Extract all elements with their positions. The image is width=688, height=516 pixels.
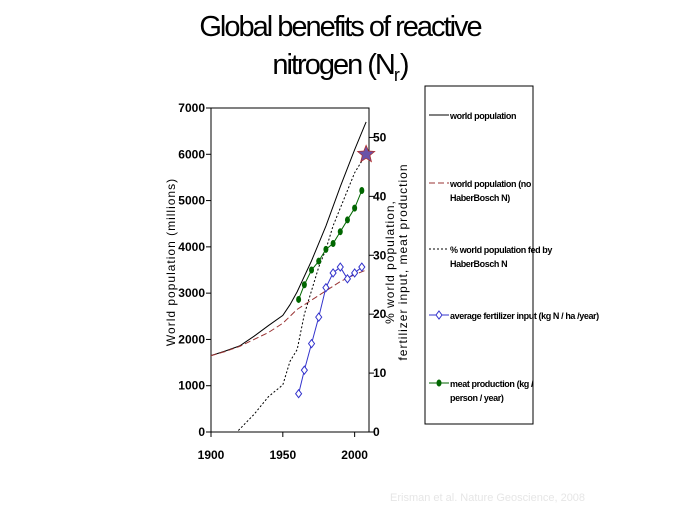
legend-label-line: % world population fed by — [450, 245, 552, 255]
meat-point — [337, 228, 343, 236]
series-line-3 — [298, 266, 363, 394]
legend-label-line: HaberBosch N — [450, 259, 507, 269]
legend-label-line: meat production (kg / — [450, 379, 534, 389]
fertilizer-point — [294, 388, 303, 399]
legend-label-line: person / year) — [450, 393, 504, 403]
left-tick-label: 3000 — [178, 286, 205, 300]
left-tick-label: 6000 — [178, 147, 205, 161]
meat-point — [330, 239, 336, 247]
meat-point — [352, 204, 358, 212]
left-tick-label: 0 — [198, 425, 205, 439]
credit-text: Erisman et al. Nature Geoscience, 2008 — [390, 492, 586, 504]
x-tick-label: 1950 — [269, 448, 296, 462]
left-tick-label: 5000 — [178, 194, 205, 208]
fertilizer-point — [322, 282, 330, 293]
meat-point — [296, 295, 302, 303]
legend-label-0: world population — [449, 111, 516, 121]
legend-label-2: % world population fed by HaberBosch N — [450, 245, 552, 269]
fertilizer-point — [329, 268, 337, 278]
legend-label-line: HaberBosch N) — [450, 193, 510, 203]
series-line-0 — [210, 121, 367, 357]
chart-title-line2: nitrogen (Nr) — [120, 46, 560, 94]
legend-label-4: meat production (kg / person / year) — [450, 379, 534, 403]
right-tick-label: 50 — [373, 130, 387, 144]
left-tick-label: 2000 — [178, 332, 205, 346]
left-tick-label: 4000 — [178, 240, 205, 254]
legend-label-3: average fertilizer input (kg N / ha /yea… — [450, 311, 599, 321]
star-marker — [356, 144, 376, 163]
meat-point — [359, 186, 365, 194]
fertilizer-point — [351, 268, 359, 278]
series-line-2 — [211, 154, 367, 433]
legend-label-line: world population (no — [449, 179, 532, 189]
legend-marker-diamond — [435, 310, 443, 320]
meat-point — [316, 257, 322, 265]
legend-box — [424, 85, 534, 425]
fertilizer-point — [358, 262, 366, 272]
fertilizer-point — [336, 262, 344, 272]
meat-point — [309, 266, 315, 274]
plot-frame — [210, 107, 370, 433]
fertilizer-point — [315, 312, 323, 322]
left-tick-label: 7000 — [178, 101, 205, 115]
meat-point — [301, 281, 307, 289]
x-tick-label: 1900 — [198, 448, 225, 462]
right-tick-label: 20 — [373, 307, 387, 321]
series-line-1 — [210, 269, 367, 357]
meat-point — [344, 216, 350, 224]
fertilizer-point — [343, 274, 352, 284]
legend-label-line: average fertilizer input (kg N / ha /yea… — [450, 311, 599, 321]
chart-title-line1: Global benefits of reactive — [199, 11, 482, 43]
title-main: nitrogen (N — [272, 49, 395, 81]
title-end: ) — [399, 49, 410, 81]
legend-marker-circle — [436, 379, 442, 387]
title-subscript: r — [393, 64, 400, 85]
left-axis-label: World population (millions) — [164, 178, 178, 346]
fertilizer-point — [300, 365, 308, 375]
right-axis-label-line1: % world population, — [383, 200, 397, 324]
right-tick-label: 0 — [373, 425, 380, 439]
legend-label-line: world population — [449, 111, 516, 121]
right-axis-label-line2: fertilizer input, meat production — [396, 163, 410, 360]
right-tick-label: 10 — [373, 366, 387, 380]
right-tick-label: 40 — [373, 189, 387, 203]
left-tick-label: 1000 — [178, 379, 205, 393]
meat-point — [323, 245, 329, 253]
legend-label-1: world population (no HaberBosch N) — [449, 179, 532, 203]
x-tick-label: 2000 — [341, 448, 368, 462]
fertilizer-point — [307, 338, 316, 349]
series-line-4 — [298, 190, 363, 300]
right-tick-label: 30 — [373, 248, 387, 262]
